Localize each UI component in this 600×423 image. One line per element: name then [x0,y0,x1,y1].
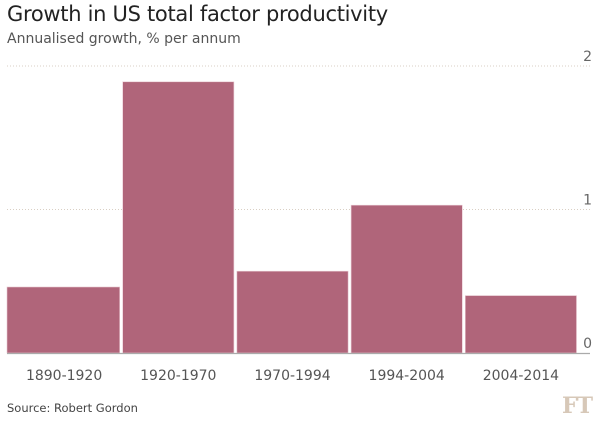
bars [6,81,577,354]
ft-logo: FT [562,393,593,419]
bar [236,270,349,354]
x-tick-label: 1890-1920 [26,368,102,384]
chart-subtitle: Annualised growth, % per annum [7,31,241,47]
y-tick-label: 2 [583,49,592,65]
y-tick-label: 0 [583,336,592,352]
tick-labels: 0 1 2 1890-1920 1920-1970 1970-1994 1994-2004 2… [26,49,592,384]
chart-title: Growth in US total factor productivity [7,2,388,26]
bar [350,204,463,354]
x-tick-label: 1994-2004 [369,368,445,384]
bar [464,295,577,354]
x-tick-label: 1920-1970 [140,368,216,384]
bar [122,81,235,354]
gridlines [7,65,590,210]
x-tick-label: 2004-2014 [483,368,559,384]
source-note: Source: Robert Gordon [7,401,138,415]
x-tick-label: 1970-1994 [254,368,330,384]
bar [6,286,120,354]
y-tick-label: 1 [583,193,592,209]
